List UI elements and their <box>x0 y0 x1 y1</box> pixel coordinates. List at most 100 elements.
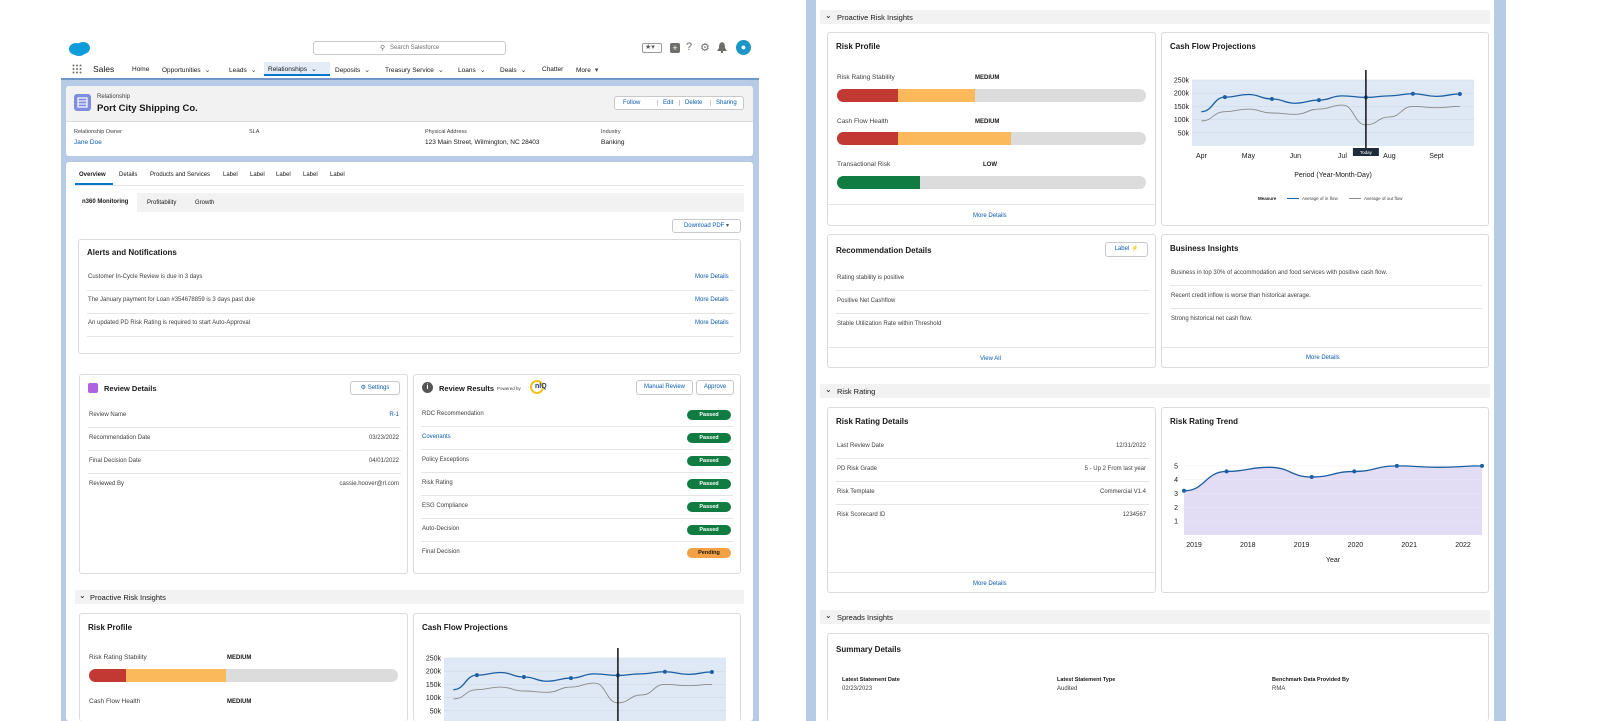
recommendation-card: Recommendation Details Label ⚡ Rating st… <box>827 234 1156 368</box>
app-launcher-icon[interactable] <box>72 64 82 76</box>
chart-y-tick-label: 150k <box>1174 104 1190 111</box>
risk-gauge-orange <box>898 89 975 102</box>
settings-button[interactable]: ⚙ Settings <box>350 381 400 395</box>
setup-gear-icon[interactable]: ⚙ <box>700 42 710 54</box>
nav-item-leads[interactable]: Leads ⌄ <box>229 66 257 74</box>
result-row-label: RDC Recommendation <box>422 411 484 417</box>
lightning-icon: ⚡ <box>1130 246 1139 252</box>
follow-button[interactable]: Follow <box>623 100 641 106</box>
add-icon[interactable]: + <box>670 43 680 53</box>
risk-gauge-orange <box>126 669 226 682</box>
subtab-n360-monitoring[interactable]: n360 Monitoring <box>75 193 137 212</box>
status-badge-passed: Passed <box>687 410 731 420</box>
chevron-down-icon[interactable]: ⌄ <box>250 67 257 74</box>
section-title: Spreads Insights <box>837 613 893 622</box>
avatar[interactable]: ● <box>736 40 751 55</box>
nav-item-deposits[interactable]: Deposits ⌄ <box>335 66 370 74</box>
risk-row-label: Cash Flow Health <box>837 118 889 125</box>
risk-detail-label: Risk Scorecard ID <box>837 512 886 518</box>
summary-field-value: Audited <box>1057 686 1078 692</box>
delete-button[interactable]: Delete <box>679 100 702 106</box>
nav-item-treasury-service[interactable]: Treasury Service ⌄ <box>385 66 444 74</box>
business-more-details-link[interactable]: More Details <box>1306 355 1340 361</box>
section-header-spreads[interactable]: ⌄ Spreads Insights <box>820 610 1490 624</box>
chevron-down-icon[interactable]: ⌄ <box>520 67 527 74</box>
nav-item-more[interactable]: More ▾ <box>576 66 598 74</box>
recommendation-item: Stable Utilization Rate within Threshold <box>837 321 942 327</box>
section-title: Risk Rating <box>837 387 876 396</box>
download-pdf-button[interactable]: Download PDF ▾ <box>672 219 741 233</box>
niq-logo-icon: nIQ <box>530 380 556 394</box>
chart-legend-label: Average of out flow <box>1364 196 1403 201</box>
result-row-label-link[interactable]: Covenants <box>422 434 451 440</box>
cash-flow-card: Cash Flow Projections 250k 200k 150k 100k 50… <box>1161 32 1489 226</box>
sharing-button[interactable]: Sharing <box>710 100 737 106</box>
tab-products-services[interactable]: Products and Services <box>150 172 211 178</box>
tab-label-2[interactable]: Label <box>250 172 265 178</box>
favorites-icon[interactable]: ★▾ <box>642 43 662 53</box>
section-header-risk-rating[interactable]: ⌄ Risk Rating <box>820 384 1490 398</box>
edit-button[interactable]: Edit <box>657 100 673 106</box>
tab-label-1[interactable]: Label <box>223 172 238 178</box>
nav-item-relationships[interactable]: Relationships ⌄ <box>264 62 330 76</box>
chart-x-tick-label: 2022 <box>1455 542 1471 549</box>
alert-more-details-link[interactable]: More Details <box>695 297 729 303</box>
chevron-down-icon[interactable]: ⌄ <box>364 67 371 74</box>
chart-data-point <box>1410 91 1415 96</box>
risk-row-label: Risk Rating Stability <box>89 654 147 661</box>
subtab-profitability[interactable]: Profitability <box>147 200 177 206</box>
notifications-bell-icon[interactable] <box>717 42 727 55</box>
nav-item-loans[interactable]: Loans ⌄ <box>458 66 486 74</box>
global-search[interactable]: ⚲ Search Salesforce <box>313 41 506 55</box>
chevron-down-icon[interactable]: ⌄ <box>204 67 211 74</box>
summary-field-label: Benchmark Data Provided By <box>1272 677 1350 683</box>
manual-review-button[interactable]: Manual Review <box>636 380 693 395</box>
risk-profile-more-details-link[interactable]: More Details <box>973 213 1007 219</box>
field-address-value: 123 Main Street, Wilmington, NC 28403 <box>425 139 540 146</box>
field-relationship-owner-value[interactable]: Jane Doe <box>74 139 102 146</box>
alert-text: Customer In-Cycle Review is due in 3 day… <box>88 274 203 280</box>
risk-rating-trend-chart: 5 4 3 2 1 2019 2018 2019 2020 2021 2022 Year <box>1174 463 1484 564</box>
tab-overview[interactable]: Overview <box>79 172 106 178</box>
label-action-button[interactable]: Label ⚡ <box>1105 242 1148 257</box>
tab-details[interactable]: Details <box>119 172 138 178</box>
risk-level-badge: MEDIUM <box>227 699 252 705</box>
caret-down-icon: ▾ <box>726 223 730 229</box>
risk-rating-more-details-link[interactable]: More Details <box>973 581 1007 587</box>
chart-area-fill <box>1184 465 1482 535</box>
salesforce-logo-icon[interactable] <box>68 42 90 56</box>
chevron-down-icon[interactable]: ⌄ <box>437 67 444 74</box>
business-insights-card: Business Insights Business in top 30% of… <box>1161 234 1489 368</box>
review-row-value[interactable]: R-1 <box>389 412 399 418</box>
chevron-down-icon[interactable]: ⌄ <box>479 67 486 74</box>
review-row-label: Review Name <box>89 412 127 418</box>
business-insights-title: Business Insights <box>1170 244 1239 253</box>
chart-series-line-outflow <box>453 682 712 704</box>
chart-legend-label: Average of in flow <box>1302 196 1338 201</box>
tab-label-5[interactable]: Label <box>330 172 345 178</box>
section-header-proactive[interactable]: ⌄ Proactive Risk Insights <box>75 590 744 604</box>
nav-item-deals[interactable]: Deals ⌄ <box>500 66 527 74</box>
chart-y-tick-label: 4 <box>1174 477 1178 484</box>
nav-item-chatter[interactable]: Chatter <box>542 66 564 73</box>
card-footer-divider <box>828 347 1155 348</box>
chart-data-point <box>521 675 526 680</box>
result-row-label: Auto-Decision <box>422 526 460 532</box>
chevron-down-icon[interactable]: ⌄ <box>311 66 317 73</box>
nav-item-home[interactable]: Home <box>132 66 150 73</box>
caret-down-icon[interactable]: ▾ <box>594 67 599 74</box>
label-button-text: Label <box>1114 246 1130 252</box>
help-icon[interactable]: ? <box>686 41 693 53</box>
chart-data-point <box>709 669 714 674</box>
view-all-link[interactable]: View All <box>980 356 1001 362</box>
tab-label-4[interactable]: Label <box>303 172 318 178</box>
tab-label-3[interactable]: Label <box>276 172 291 178</box>
section-header-proactive-right[interactable]: ⌄ Proactive Risk Insights <box>820 10 1490 24</box>
approve-button[interactable]: Approve <box>696 380 734 395</box>
risk-level-badge: LOW <box>983 162 997 168</box>
alert-more-details-link[interactable]: More Details <box>695 274 729 280</box>
subtab-growth[interactable]: Growth <box>195 200 215 206</box>
nav-item-opportunities[interactable]: Opportunities ⌄ <box>162 66 211 74</box>
alert-more-details-link[interactable]: More Details <box>695 320 729 326</box>
risk-row-label: Cash Flow Health <box>89 698 141 705</box>
